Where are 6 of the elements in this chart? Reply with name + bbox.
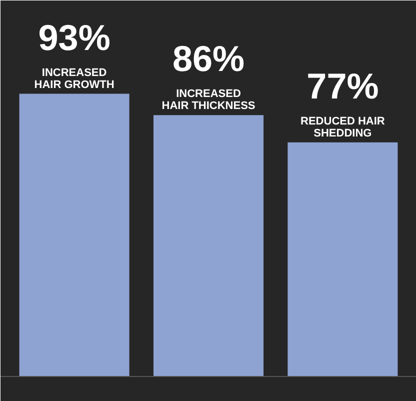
data-label: 86%	[172, 38, 245, 80]
data-label: 93%	[38, 16, 110, 58]
x-tick-label: INCREASED HAIR THICKNESS	[162, 88, 256, 112]
x-tick-label: REDUCED HAIR SHEDDING	[300, 115, 385, 140]
data-label: 77%	[306, 65, 379, 106]
x-tick-label: INCREASED HAIR GROWTH	[34, 66, 114, 91]
